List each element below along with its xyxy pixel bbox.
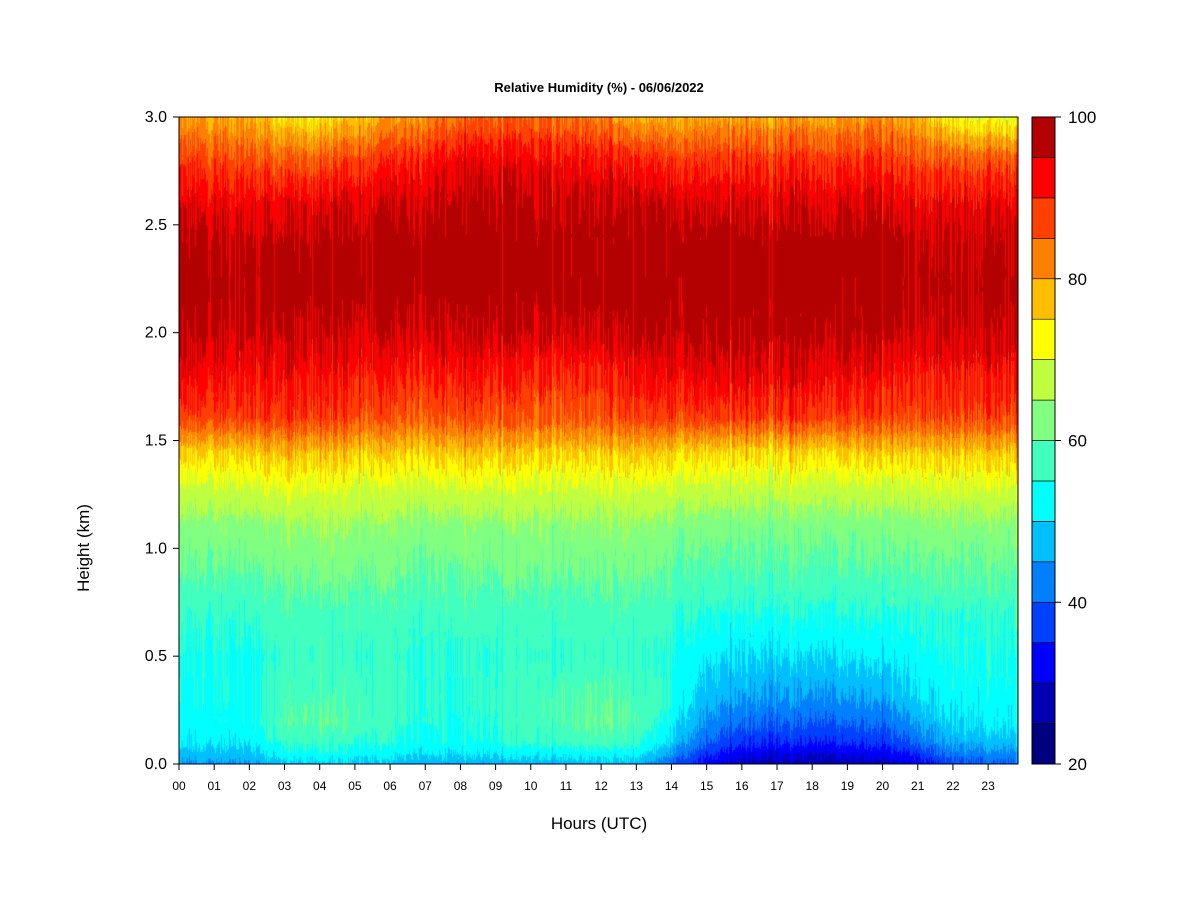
y-tick-label: 3.0 [145, 109, 167, 126]
colorbar-swatch [1031, 480, 1056, 522]
x-tick-label: 04 [313, 779, 327, 793]
x-tick-label: 09 [489, 779, 503, 793]
y-tick-label: 1.5 [145, 433, 167, 450]
colorbar-swatch [1031, 723, 1056, 765]
colorbar-swatch [1031, 521, 1056, 563]
x-tick-label: 03 [278, 779, 292, 793]
colorbar-swatch [1031, 197, 1056, 239]
colorbar-swatch [1031, 116, 1056, 158]
colorbar-tick-label: 20 [1068, 755, 1087, 774]
x-tick-label: 02 [243, 779, 257, 793]
x-tick-label: 07 [419, 779, 433, 793]
heatmap-raster [179, 117, 1018, 764]
x-tick-label: 01 [207, 779, 221, 793]
axes: 0.0 0.5 1.0 1.5 2.0 2.5 3.0 00 01 02 03 04 05 06 07 08 0… [145, 109, 1019, 793]
chart-title: Relative Humidity (%) - 06/06/2022 [494, 80, 704, 95]
x-tick-label: 19 [841, 779, 855, 793]
colorbar: 20 40 60 80 100 [1031, 108, 1096, 774]
y-tick-label: 0.0 [145, 756, 167, 773]
colorbar-swatch [1031, 359, 1056, 401]
x-tick-label: 14 [665, 779, 679, 793]
y-tick-label: 0.5 [145, 648, 167, 665]
x-tick-label: 00 [172, 779, 186, 793]
colorbar-swatch [1031, 440, 1056, 482]
x-tick-label: 05 [348, 779, 362, 793]
x-tick-label: 06 [383, 779, 397, 793]
x-axis-label: Hours (UTC) [551, 814, 647, 833]
colorbar-swatch [1031, 601, 1056, 643]
x-tick-label: 22 [946, 779, 960, 793]
colorbar-swatch [1031, 278, 1056, 320]
colorbar-swatch [1031, 318, 1056, 360]
x-tick-label: 23 [981, 779, 995, 793]
colorbar-swatch [1031, 682, 1056, 724]
colorbar-tick-label: 100 [1068, 108, 1096, 127]
colorbar-swatch [1031, 561, 1056, 603]
plot-area [179, 117, 1018, 764]
x-tick-label: 12 [594, 779, 608, 793]
x-tick-label: 08 [454, 779, 468, 793]
y-axis-label: Height (km) [74, 504, 93, 592]
colorbar-swatch [1031, 238, 1056, 280]
x-tick-label: 10 [524, 779, 538, 793]
colorbar-tick-label: 40 [1068, 593, 1087, 612]
y-tick-label: 2.5 [145, 217, 167, 234]
y-tick-label: 2.0 [145, 325, 167, 342]
colorbar-tick-label: 80 [1068, 270, 1087, 289]
x-tick-label: 21 [911, 779, 925, 793]
colorbar-tick-label: 60 [1068, 432, 1087, 451]
x-tick-label: 11 [560, 779, 573, 793]
colorbar-swatch [1031, 399, 1056, 441]
x-tick-label: 18 [806, 779, 820, 793]
colorbar-swatch [1031, 642, 1056, 684]
x-tick-label: 13 [630, 779, 644, 793]
y-tick-label: 1.0 [145, 540, 167, 557]
x-tick-label: 15 [700, 779, 714, 793]
x-tick-label: 20 [876, 779, 890, 793]
x-tick-label: 16 [735, 779, 749, 793]
x-tick-label: 17 [770, 779, 784, 793]
colorbar-swatch [1031, 157, 1056, 199]
